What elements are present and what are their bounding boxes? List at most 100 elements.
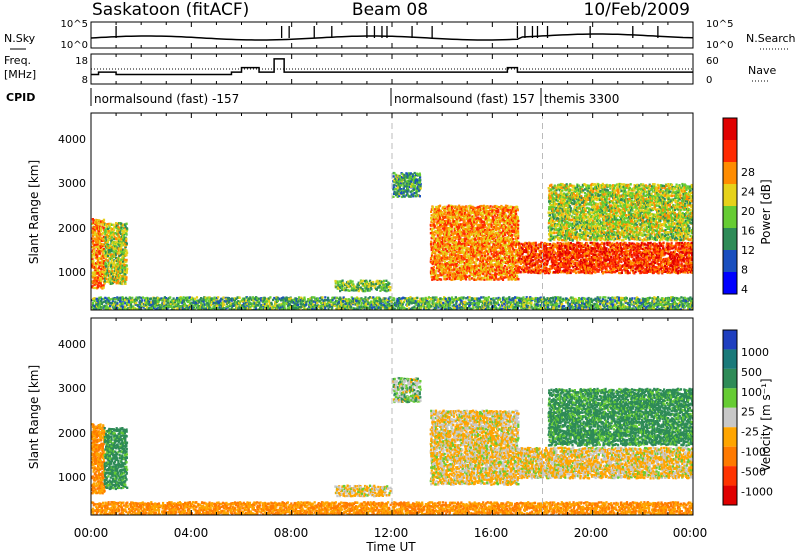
heatmap-cell bbox=[103, 255, 106, 258]
heatmap-cell bbox=[530, 257, 533, 261]
heatmap-cell bbox=[114, 277, 117, 280]
heatmap-cell bbox=[430, 220, 433, 224]
heatmap-cell bbox=[519, 259, 522, 263]
heatmap-cell bbox=[546, 270, 549, 273]
heatmap-cell bbox=[454, 212, 458, 215]
heatmap-cell bbox=[432, 269, 435, 272]
heatmap-cell bbox=[490, 214, 493, 217]
heatmap-cell bbox=[477, 226, 480, 229]
heatmap-cell bbox=[107, 243, 110, 247]
heatmap-cell bbox=[363, 284, 366, 287]
heatmap-cell bbox=[555, 257, 558, 261]
heatmap-cell bbox=[361, 287, 364, 291]
heatmap-cell bbox=[433, 224, 436, 227]
heatmap-cell bbox=[477, 277, 480, 280]
heatmap-cell bbox=[501, 259, 504, 262]
heatmap-cell bbox=[535, 266, 539, 269]
heatmap-cell bbox=[441, 242, 444, 246]
heatmap-cell bbox=[564, 244, 567, 247]
heatmap-cell bbox=[410, 177, 413, 181]
heatmap-cell bbox=[523, 256, 526, 259]
heatmap-cell bbox=[96, 237, 99, 240]
heatmap-cell bbox=[559, 260, 562, 263]
heatmap-cell bbox=[385, 285, 388, 288]
heatmap-cell bbox=[437, 244, 440, 247]
heatmap-cell bbox=[92, 221, 95, 224]
heatmap-cell bbox=[404, 190, 407, 193]
heatmap-cell bbox=[579, 243, 582, 246]
heatmap-cell bbox=[358, 287, 362, 291]
heatmap-cell bbox=[117, 234, 120, 237]
heatmap-cell bbox=[511, 208, 515, 211]
heatmap-cell bbox=[103, 248, 106, 251]
heatmap-cell bbox=[547, 247, 550, 250]
heatmap-cell bbox=[104, 241, 107, 245]
heatmap-cell bbox=[103, 249, 106, 252]
heatmap-cell bbox=[502, 235, 505, 238]
heatmap-cell bbox=[125, 271, 128, 274]
heatmap-cell bbox=[517, 252, 520, 255]
heatmap-cell bbox=[393, 180, 396, 184]
heatmap-cell bbox=[465, 213, 468, 217]
heatmap-cell bbox=[470, 220, 473, 224]
heatmap-cell bbox=[525, 248, 528, 251]
heatmap-cell bbox=[405, 183, 408, 186]
heatmap-cell bbox=[341, 287, 344, 290]
heatmap-cell bbox=[451, 273, 454, 277]
heatmap-cell bbox=[502, 225, 505, 228]
heatmap-cell bbox=[435, 254, 438, 257]
heatmap-cell bbox=[406, 187, 409, 190]
heatmap-cell bbox=[367, 287, 370, 291]
heatmap-cell bbox=[121, 229, 124, 233]
heatmap-cell bbox=[123, 264, 126, 267]
heatmap-cell bbox=[574, 271, 578, 275]
heatmap-cell bbox=[498, 213, 501, 216]
heatmap-cell bbox=[406, 172, 409, 176]
heatmap-cell bbox=[483, 239, 486, 242]
heatmap-cell bbox=[561, 255, 564, 258]
heatmap-cell bbox=[120, 280, 123, 283]
heatmap-cell bbox=[440, 278, 443, 281]
heatmap-cell bbox=[117, 237, 120, 240]
heatmap-cell bbox=[502, 233, 505, 236]
heatmap-cell bbox=[510, 208, 513, 211]
heatmap-cell bbox=[369, 279, 372, 283]
heatmap-cell bbox=[526, 256, 529, 259]
heatmap-cell bbox=[507, 216, 510, 219]
heatmap-cell bbox=[446, 242, 449, 246]
heatmap-cell bbox=[357, 289, 360, 293]
heatmap-cell bbox=[470, 238, 473, 242]
heatmap-cell bbox=[364, 289, 367, 292]
heatmap-cell bbox=[452, 223, 455, 227]
heatmap-cell bbox=[513, 225, 516, 228]
heatmap-cell bbox=[497, 208, 500, 212]
heatmap-cell bbox=[109, 280, 112, 283]
nsearch-label: N.Search bbox=[746, 32, 796, 45]
heatmap-cell bbox=[437, 256, 440, 260]
heatmap-cell bbox=[513, 241, 516, 244]
heatmap-cell bbox=[514, 209, 517, 212]
heatmap-cell bbox=[91, 285, 94, 288]
heatmap-cell bbox=[103, 269, 106, 272]
heatmap-cell bbox=[467, 259, 470, 262]
heatmap-cell bbox=[465, 241, 468, 245]
heatmap-cell bbox=[500, 277, 503, 280]
heatmap-cell bbox=[508, 218, 511, 221]
heatmap-cell bbox=[496, 250, 499, 254]
heatmap-cell bbox=[405, 180, 408, 183]
heatmap-cell bbox=[580, 270, 583, 273]
heatmap-cell bbox=[450, 263, 453, 266]
heatmap-cell bbox=[431, 231, 434, 234]
heatmap-cell bbox=[122, 227, 125, 230]
heatmap-cell bbox=[490, 259, 493, 262]
heatmap-cell bbox=[457, 217, 460, 220]
heatmap-cell bbox=[444, 209, 447, 212]
heatmap-cell bbox=[513, 248, 516, 252]
heatmap-cell bbox=[99, 282, 102, 285]
heatmap-cell bbox=[495, 228, 498, 231]
heatmap-cell bbox=[507, 223, 511, 226]
heatmap-cell bbox=[122, 237, 125, 241]
heatmap-cell bbox=[463, 212, 466, 215]
heatmap-cell bbox=[450, 232, 454, 235]
heatmap-cell bbox=[541, 259, 544, 262]
